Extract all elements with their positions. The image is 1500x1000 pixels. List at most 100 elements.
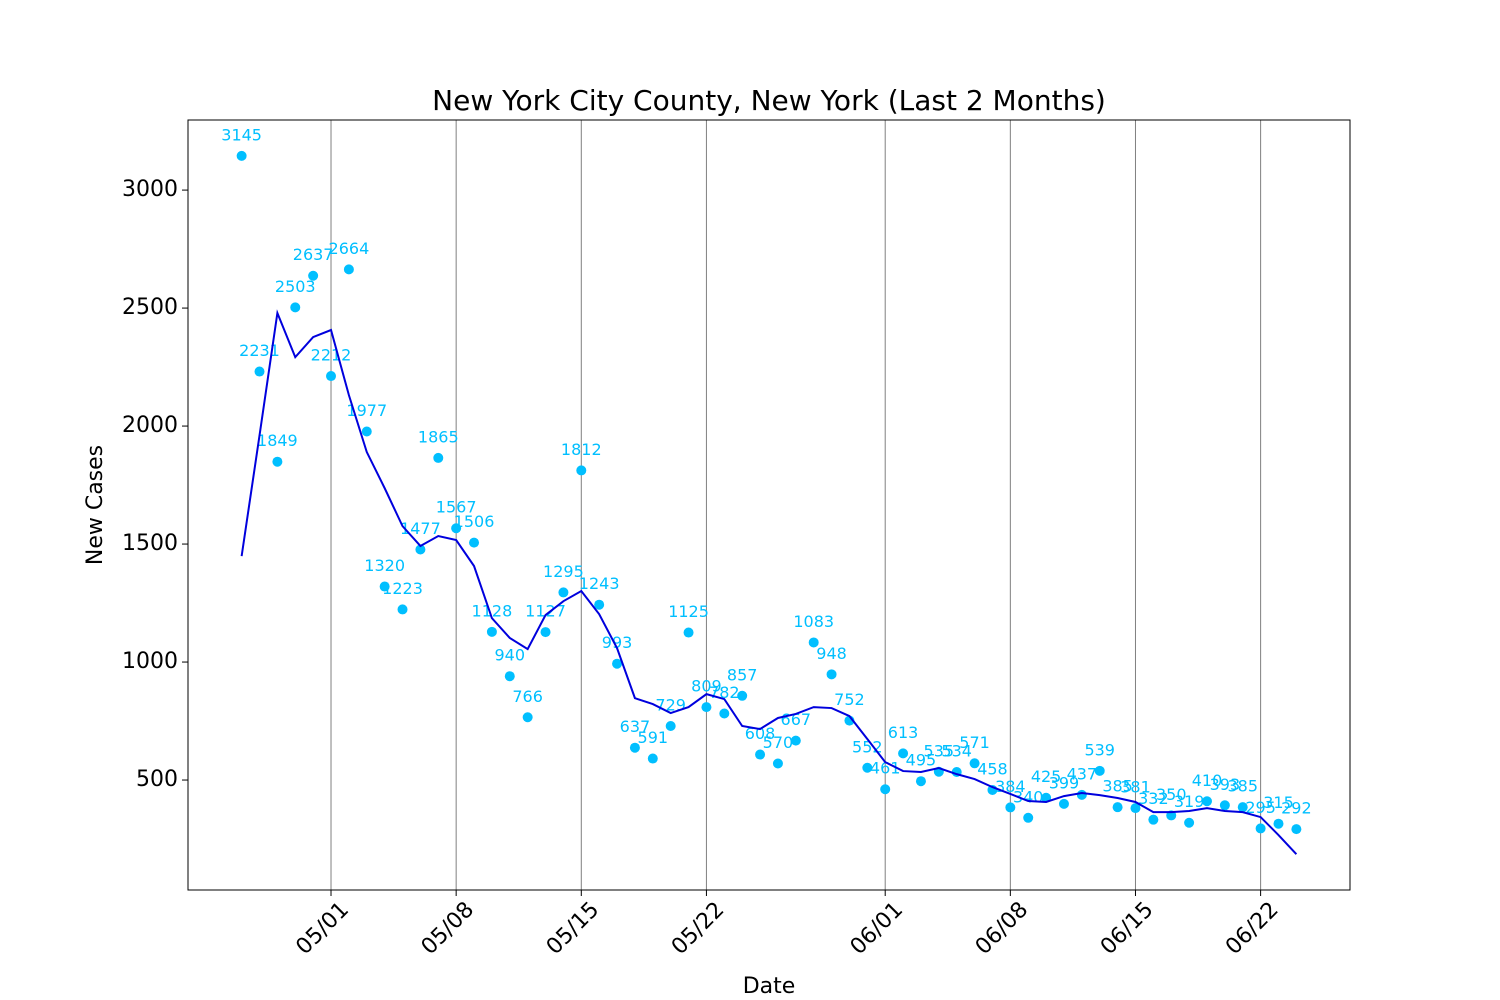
data-point	[1201, 796, 1212, 807]
y-tick-label: 1000	[122, 649, 178, 674]
data-point	[665, 720, 676, 731]
data-point	[522, 712, 533, 723]
data-point	[558, 587, 569, 598]
data-label: 1865	[418, 427, 459, 446]
x-tick-label: 05/08	[417, 897, 480, 960]
data-point	[504, 671, 515, 682]
data-point	[415, 544, 426, 555]
trend-line	[240, 309, 1298, 855]
data-label: 1128	[472, 601, 513, 620]
data-point	[379, 581, 390, 592]
x-axis-label: Date	[743, 974, 796, 999]
data-label: 399	[1049, 773, 1080, 792]
y-tick-label: 2000	[122, 413, 178, 438]
data-label: 729	[655, 695, 686, 714]
x-tick-label: 06/15	[1096, 897, 1159, 960]
data-label: 1083	[793, 612, 834, 631]
data-point	[612, 658, 623, 669]
data-point	[755, 749, 766, 760]
data-point	[486, 626, 497, 637]
data-label: 591	[638, 728, 669, 747]
data-point	[898, 748, 909, 759]
x-tick-label: 06/01	[846, 897, 909, 960]
data-point	[1237, 802, 1248, 813]
data-label: 571	[959, 733, 990, 752]
data-label: 637	[620, 717, 651, 736]
y-tick-label: 2500	[122, 295, 178, 320]
data-label: 1320	[364, 556, 405, 575]
data-point	[397, 604, 408, 615]
data-label: 552	[852, 737, 883, 756]
data-label: 393	[1210, 775, 1241, 794]
x-tick-label: 05/15	[542, 897, 605, 960]
data-point	[326, 371, 337, 382]
data-label: 1812	[561, 440, 602, 459]
data-point	[290, 302, 301, 313]
chart-title: New York City County, New York (Last 2 M…	[432, 84, 1106, 117]
data-point	[576, 465, 587, 476]
data-label: 534	[941, 742, 972, 761]
data-point	[1023, 812, 1034, 823]
data-point	[361, 426, 372, 437]
data-point	[737, 690, 748, 701]
data-label: 752	[834, 690, 865, 709]
data-label: 410	[1192, 771, 1223, 790]
data-label: 2231	[239, 341, 280, 360]
data-label: 292	[1281, 799, 1312, 818]
data-label: 613	[888, 723, 919, 742]
data-point	[1058, 798, 1069, 809]
data-label: 458	[977, 759, 1008, 778]
data-label: 993	[602, 633, 633, 652]
data-point	[1219, 800, 1230, 811]
data-label: 425	[1031, 767, 1062, 786]
data-label: 3145	[221, 125, 262, 144]
data-label: 1477	[400, 519, 441, 538]
data-label: 948	[816, 644, 847, 663]
data-label: 2664	[329, 239, 370, 258]
data-label: 319	[1174, 792, 1205, 811]
data-label: 539	[1084, 740, 1115, 759]
data-point	[1130, 803, 1141, 814]
data-label: 295	[1245, 798, 1276, 817]
data-point	[1148, 814, 1159, 825]
data-label: 437	[1067, 764, 1098, 783]
data-point	[915, 776, 926, 787]
data-label: 1295	[543, 562, 584, 581]
data-point	[1005, 802, 1016, 813]
data-label: 385	[1102, 777, 1133, 796]
data-point	[1094, 765, 1105, 776]
data-point	[1255, 823, 1266, 834]
data-point	[1076, 789, 1087, 800]
x-tick-label: 05/01	[291, 897, 354, 960]
data-label: 570	[763, 733, 794, 752]
data-point	[451, 523, 462, 534]
data-label: 2212	[311, 346, 352, 365]
data-label: 1125	[668, 602, 709, 621]
y-tick-label: 3000	[122, 177, 178, 202]
data-label: 535	[924, 741, 955, 760]
data-point	[719, 708, 730, 719]
x-tick-label: 06/22	[1221, 897, 1284, 960]
data-label: 332	[1138, 789, 1169, 808]
data-point	[826, 669, 837, 680]
data-point	[790, 735, 801, 746]
data-label: 385	[1227, 777, 1258, 796]
data-label: 2503	[275, 277, 316, 296]
data-point	[343, 264, 354, 275]
data-label: 1243	[579, 574, 620, 593]
data-point	[647, 753, 658, 764]
data-label: 381	[1120, 778, 1151, 797]
data-point	[1273, 818, 1284, 829]
data-point	[236, 150, 247, 161]
y-tick-label: 500	[136, 767, 178, 792]
data-label: 2637	[293, 245, 334, 264]
data-point	[540, 627, 551, 638]
x-tick-label: 06/08	[971, 897, 1034, 960]
data-label: 940	[495, 646, 526, 665]
data-label: 1223	[382, 579, 423, 598]
data-label: 315	[1263, 793, 1294, 812]
data-point	[272, 456, 283, 467]
data-label: 766	[512, 687, 543, 706]
data-label: 809	[691, 677, 722, 696]
